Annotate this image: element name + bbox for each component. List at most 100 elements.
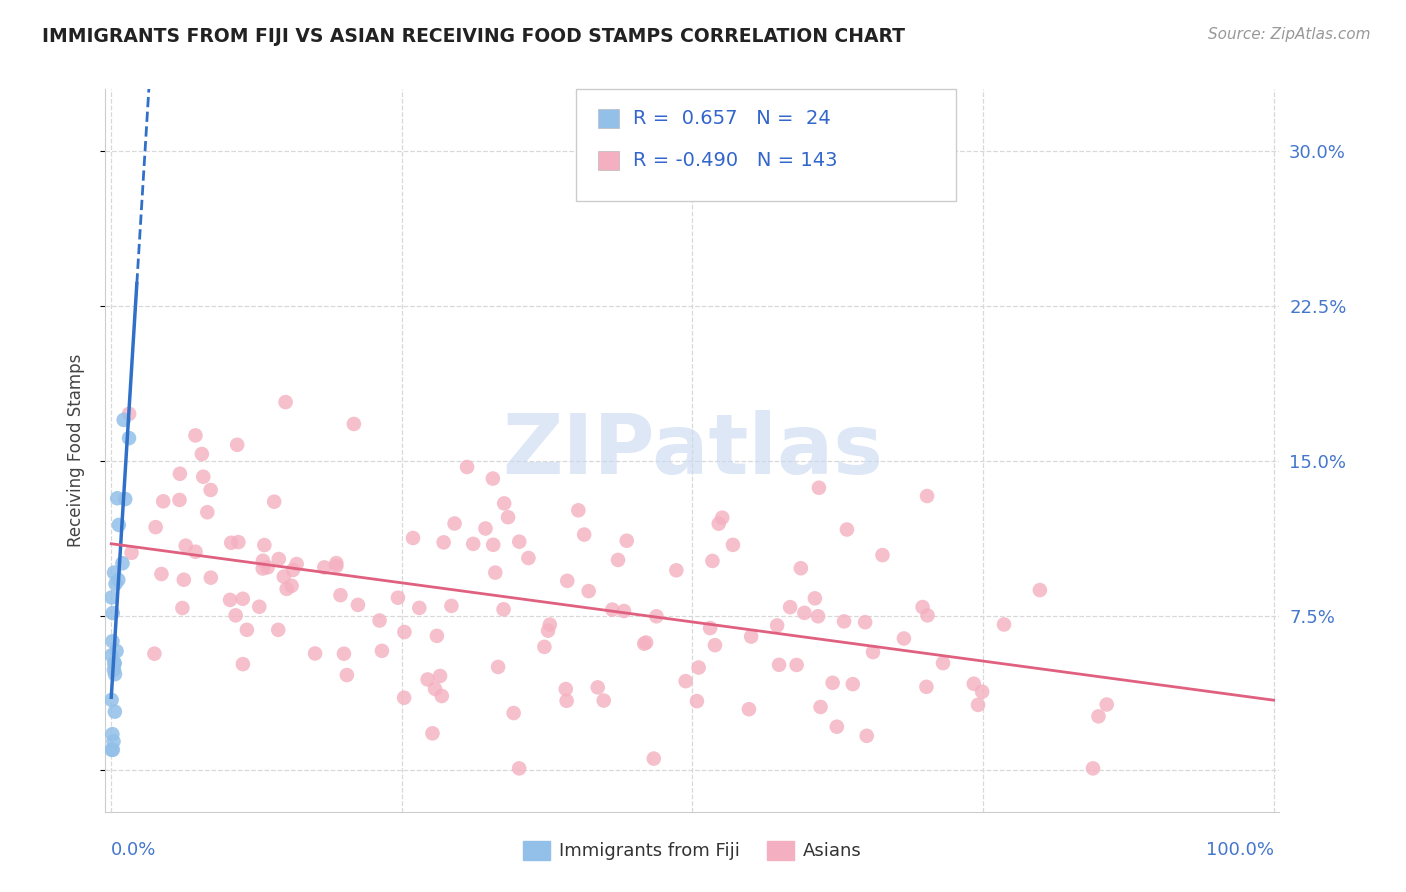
Point [643, 751, 665, 765]
Point [343, 417, 366, 431]
Point [932, 656, 955, 670]
Point [474, 521, 496, 535]
Point [336, 668, 359, 682]
Point [228, 535, 250, 549]
Point [200, 483, 222, 497]
Point [100, 743, 122, 757]
Point [105, 491, 128, 506]
Point [112, 413, 135, 427]
Point [200, 571, 222, 585]
Point [274, 395, 297, 409]
Text: ZIPatlas: ZIPatlas [502, 410, 883, 491]
Point [333, 647, 356, 661]
Point [118, 407, 141, 421]
Point [768, 657, 790, 672]
Point [482, 472, 505, 486]
Point [616, 533, 638, 548]
Point [1029, 583, 1052, 598]
Point [281, 563, 304, 577]
Point [100, 648, 122, 663]
Point [711, 510, 734, 524]
Point [738, 702, 761, 716]
Point [853, 615, 876, 630]
Point [104, 577, 127, 591]
Point [169, 493, 191, 508]
Point [225, 608, 247, 623]
Point [607, 553, 630, 567]
Point [567, 503, 589, 517]
Point [456, 460, 478, 475]
Point [508, 534, 530, 549]
Point [807, 481, 830, 495]
Point [636, 635, 658, 649]
Point [103, 663, 125, 677]
Point [463, 537, 485, 551]
Point [537, 624, 560, 638]
Point [578, 584, 600, 599]
Point [443, 516, 465, 531]
Point [232, 657, 254, 672]
Point [253, 538, 276, 552]
Point [267, 552, 290, 566]
Point [402, 531, 425, 545]
Point [835, 523, 858, 537]
Point [104, 705, 127, 719]
Point [100, 693, 122, 707]
Text: IMMIGRANTS FROM FIJI VS ASIAN RECEIVING FOOD STAMPS CORRELATION CHART: IMMIGRANTS FROM FIJI VS ASIAN RECEIVING … [42, 27, 905, 45]
Point [103, 734, 125, 748]
Point [862, 645, 884, 659]
Point [107, 573, 129, 587]
Point [538, 617, 561, 632]
Point [721, 538, 744, 552]
Point [484, 566, 506, 580]
Point [184, 545, 207, 559]
Point [572, 527, 595, 541]
Point [195, 505, 218, 519]
Text: Source: ZipAtlas.com: Source: ZipAtlas.com [1208, 27, 1371, 42]
Point [101, 606, 124, 620]
Point [325, 559, 347, 574]
Point [855, 729, 877, 743]
Point [394, 625, 416, 640]
Point [872, 548, 894, 562]
Point [247, 599, 270, 614]
Point [408, 600, 430, 615]
Point [502, 706, 524, 720]
Point [704, 638, 727, 652]
Point [329, 588, 352, 602]
Point [972, 684, 994, 698]
Point [915, 489, 938, 503]
Point [1087, 709, 1109, 723]
Point [440, 599, 463, 613]
Point [675, 674, 697, 689]
Point [191, 447, 214, 461]
Point [967, 698, 990, 712]
Point [236, 623, 259, 637]
Point [104, 667, 127, 681]
Point [911, 600, 934, 615]
Point [842, 677, 865, 691]
Point [492, 602, 515, 616]
Point [368, 614, 391, 628]
Point [699, 621, 721, 635]
Point [790, 561, 813, 575]
Point [392, 690, 415, 705]
Point [267, 623, 290, 637]
Point [426, 629, 449, 643]
Point [184, 428, 207, 442]
Point [347, 598, 370, 612]
Point [152, 494, 174, 508]
Point [807, 609, 830, 624]
Point [592, 693, 614, 707]
Text: 0.0%: 0.0% [111, 840, 156, 859]
Point [387, 591, 409, 605]
Point [103, 566, 125, 580]
Point [256, 560, 278, 574]
Point [252, 554, 274, 568]
Point [285, 557, 308, 571]
Point [517, 551, 540, 566]
Point [145, 520, 167, 534]
Point [325, 556, 347, 570]
Point [665, 563, 688, 577]
Point [273, 569, 295, 583]
